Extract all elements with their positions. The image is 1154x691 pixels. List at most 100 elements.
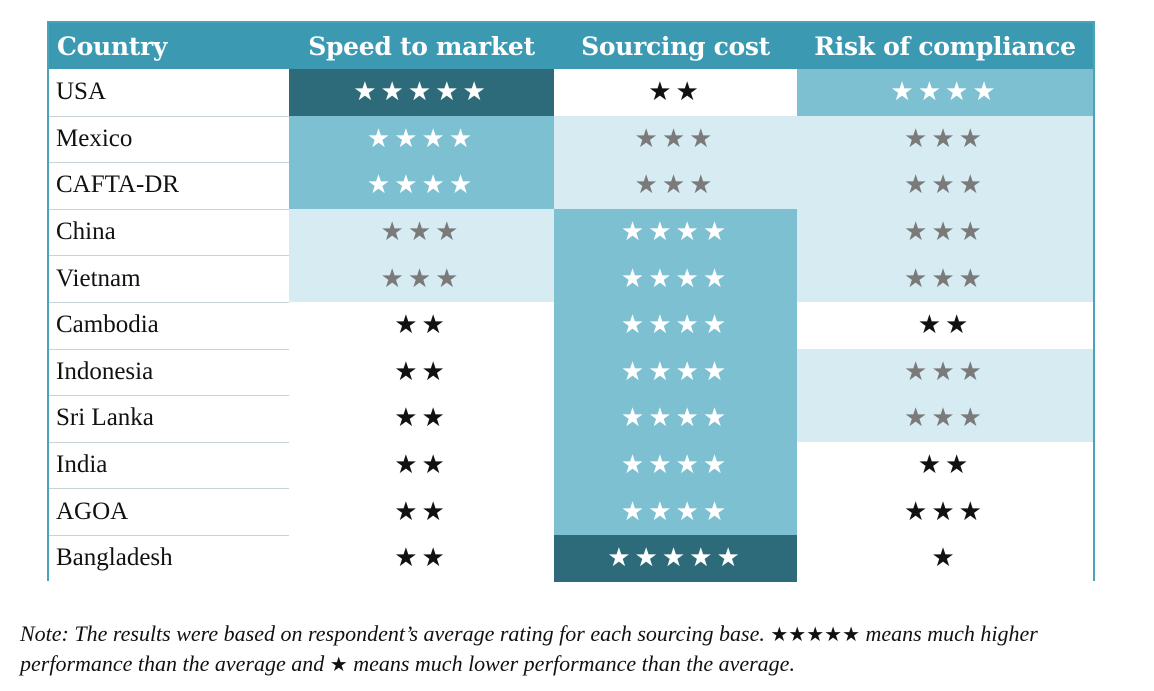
star-icon: ★ (394, 170, 422, 201)
star-icon: ★ (394, 403, 422, 434)
country-label: Bangladesh (49, 535, 289, 582)
star-icon: ★ (958, 217, 986, 248)
star-icon: ★ (620, 496, 649, 527)
star-icon: ★ (648, 450, 676, 481)
star-icon: ★ (931, 170, 959, 201)
star-icon: ★ (634, 543, 662, 574)
column-header: Sourcing cost (554, 23, 797, 69)
star-icon: ★ (407, 77, 436, 108)
star-icon: ★ (421, 496, 449, 527)
rating-cell: ★ ★ ★ ★ (554, 255, 797, 302)
country-label: Vietnam (49, 255, 289, 302)
rating-cell: ★ ★ ★ ★ (554, 302, 797, 349)
star-icon: ★ (661, 170, 690, 201)
star-icon: ★ (648, 403, 676, 434)
star-icon: ★ (648, 356, 676, 387)
rating-cell: ★ ★ ★ ★ ★ (289, 69, 554, 116)
star-icon: ★ (958, 403, 986, 434)
star-icon: ★ (702, 310, 731, 341)
star-icon: ★ (931, 356, 959, 387)
star-icon: ★ (904, 356, 932, 387)
star-icon: ★ (675, 77, 703, 108)
star-icon: ★ (648, 77, 676, 108)
star-icon: ★ (620, 356, 649, 387)
rating-cell: ★ ★ (289, 348, 554, 396)
rating-cell: ★ ★ (289, 535, 554, 582)
star-icon: ★ (675, 403, 703, 434)
star-icon: ★ (702, 403, 731, 434)
star-icon: ★ (394, 123, 422, 154)
star-icon: ★ (917, 450, 945, 481)
star-icon: ★ (958, 496, 986, 527)
rating-cell: ★ ★ (797, 302, 1093, 349)
rating-cell: ★ ★ ★ ★ (554, 441, 797, 489)
star-icon: ★ (353, 77, 381, 108)
rating-cell: ★ ★ ★ (797, 115, 1093, 163)
star-icon: ★ (958, 356, 986, 387)
star-icon: ★ (421, 170, 449, 201)
star-icon: ★ (904, 170, 932, 201)
star-icon: ★ (958, 170, 986, 201)
rating-cell: ★ ★ (289, 488, 554, 535)
star-icon: ★ (380, 217, 408, 248)
star-icon: ★ (607, 543, 635, 574)
star-icon: ★ (366, 170, 395, 201)
note-text-3: means much lower performance than the av… (347, 651, 795, 676)
star-icon: ★ (634, 170, 662, 201)
star-icon: ★ (904, 403, 932, 434)
star-icon: ★ (435, 77, 463, 108)
country-label: Sri Lanka (49, 395, 289, 442)
star-icon: ★ (689, 543, 717, 574)
star-icon: ★ (421, 123, 449, 154)
star-icon: ★ (620, 310, 649, 341)
star-icon: ★ (462, 77, 490, 108)
rating-cell: ★ ★ (289, 302, 554, 349)
star-icon: ★ (421, 450, 449, 481)
star-icon: ★ (702, 263, 731, 294)
star-icon: ★ (958, 123, 986, 154)
star-icon: ★ (675, 356, 703, 387)
country-label: China (49, 208, 289, 256)
star-icon: ★ (620, 217, 649, 248)
column-header: Speed to market (289, 23, 554, 69)
star-icon: ★ (407, 263, 436, 294)
rating-cell: ★ ★ (554, 69, 797, 116)
star-icon: ★ (366, 123, 395, 154)
star-icon: ★ (620, 263, 649, 294)
star-icon: ★ (661, 543, 690, 574)
column-header: Risk of compliance (797, 23, 1093, 69)
star-icon: ★ (972, 77, 1000, 108)
rating-cell: ★ ★ ★ (289, 208, 554, 256)
rating-cell: ★ ★ ★ ★ (289, 115, 554, 163)
star-icon: ★ (648, 496, 676, 527)
rating-cell: ★ ★ ★ ★ (554, 348, 797, 396)
rating-cell: ★ ★ ★ ★ (289, 162, 554, 209)
star-icon: ★ (648, 310, 676, 341)
table-note: Note: The results were based on responde… (20, 619, 1150, 679)
rating-cell: ★ (797, 535, 1093, 582)
rating-cell: ★ ★ ★ (797, 348, 1093, 396)
rating-cell: ★ ★ ★ (554, 115, 797, 163)
star-icon: ★ (620, 403, 649, 434)
star-icon: ★ (904, 263, 932, 294)
star-icon: ★ (648, 263, 676, 294)
rating-cell: ★ ★ ★ (797, 488, 1093, 535)
rating-cell: ★ ★ ★ ★ (554, 395, 797, 442)
rating-cell: ★ ★ ★ (797, 208, 1093, 256)
star-icon: ★ (675, 310, 703, 341)
star-icon: ★ (421, 403, 449, 434)
star-icon: ★ (394, 310, 422, 341)
star-icon: ★ (435, 217, 463, 248)
rating-cell: ★ ★ ★ ★ (554, 208, 797, 256)
star-icon: ★ (394, 543, 422, 574)
star-icon: ★ (931, 403, 959, 434)
ratings-table: Country Speed to market Sourcing cost Risk … (47, 21, 1095, 582)
rating-cell: ★ ★ ★ (797, 395, 1093, 442)
row-divider (49, 441, 289, 443)
country-label: Cambodia (49, 302, 289, 349)
star-icon: ★ (904, 123, 932, 154)
star-icon: ★ (648, 217, 676, 248)
star-icon: ★ (394, 496, 422, 527)
star-icon: ★ (945, 450, 973, 481)
five-star-icon: ★★★★★ (770, 622, 861, 646)
